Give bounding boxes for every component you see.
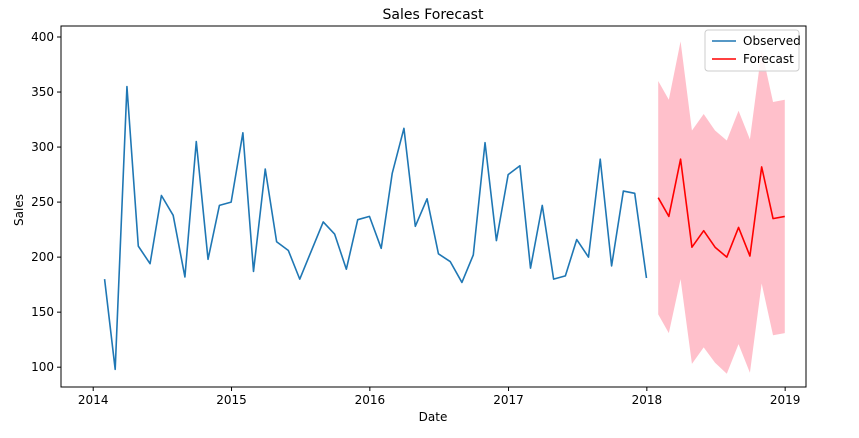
- y-axis-label: Sales: [12, 194, 26, 226]
- series-line-forecast: [657, 158, 785, 258]
- y-tick-label: 400: [31, 30, 54, 44]
- x-tick-label: 2016: [355, 393, 386, 407]
- confidence-band: [658, 41, 785, 374]
- y-tick-label: 350: [31, 85, 54, 99]
- x-tick-label: 2015: [216, 393, 247, 407]
- x-axis: 2014 2015 2016 2017 2018 2019: [78, 387, 800, 407]
- y-axis: 100 150 200 250 300 350 400: [31, 30, 61, 374]
- x-axis-label: Date: [419, 410, 448, 424]
- legend-label-forecast: Forecast: [743, 52, 794, 66]
- x-tick-label: 2018: [632, 393, 663, 407]
- x-tick-label: 2017: [493, 393, 524, 407]
- y-tick-label: 150: [31, 305, 54, 319]
- legend: Observed Forecast: [704, 29, 801, 72]
- legend-label-observed: Observed: [743, 34, 801, 48]
- y-tick-label: 300: [31, 140, 54, 154]
- y-tick-label: 200: [31, 250, 54, 264]
- x-tick-label: 2014: [78, 393, 109, 407]
- x-tick-label: 2019: [770, 393, 801, 407]
- plot-frame: [60, 25, 807, 388]
- y-tick-label: 100: [31, 360, 54, 374]
- y-tick-label: 250: [31, 195, 54, 209]
- series-layer: [103, 85, 785, 371]
- chart-title: Sales Forecast: [383, 7, 484, 23]
- confidence-band-layer: [658, 41, 785, 374]
- series-line-observed: [103, 85, 648, 371]
